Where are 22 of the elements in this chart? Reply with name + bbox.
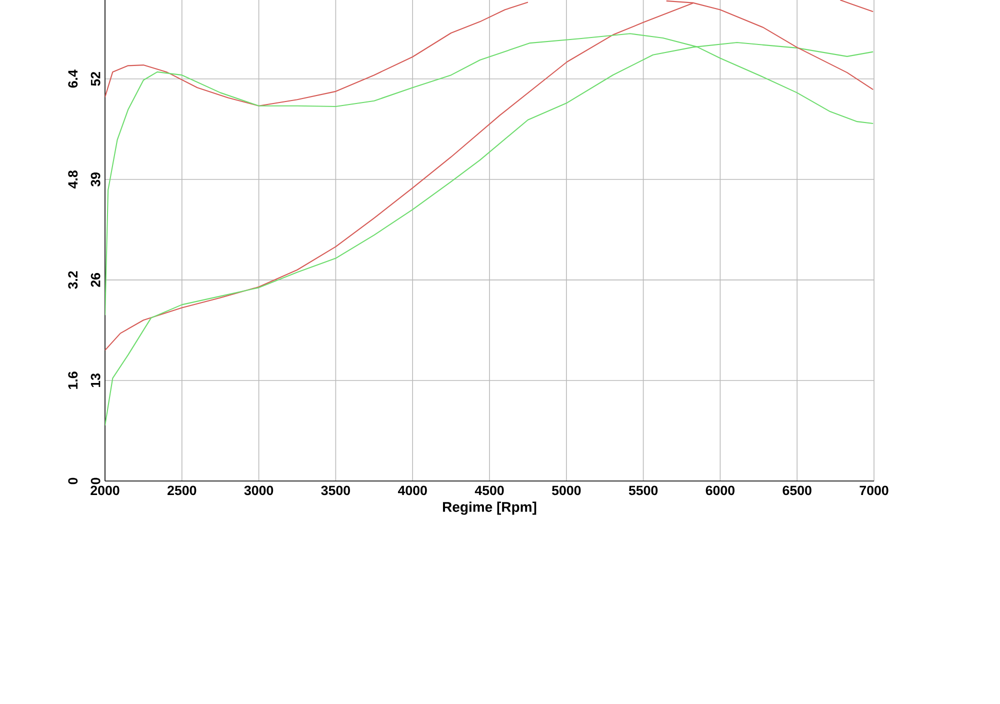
y2-tick-label: 6.4 [68, 70, 78, 88]
y-tick-label: 39 [90, 172, 100, 187]
y-tick-label: 52 [90, 72, 100, 86]
x-tick-label: 3000 [244, 486, 274, 496]
y2-tick-label: 3.2 [68, 271, 78, 289]
x-tick-label: 5500 [628, 486, 658, 496]
x-tick-label: 5000 [552, 486, 581, 496]
x-tick-label: 6000 [706, 486, 734, 496]
x-tick-label: 4000 [398, 486, 427, 496]
x-tick-label: 2500 [168, 486, 196, 496]
y-tick-label: 13 [90, 374, 100, 388]
x-tick-label: 4500 [474, 486, 504, 496]
x-tick-label: 2000 [90, 486, 120, 496]
y-tick-label: 0 [90, 478, 100, 484]
x-tick-label: 3500 [321, 486, 350, 496]
x-tick-label: 6500 [782, 486, 812, 496]
y2-tick-label: 1.6 [68, 372, 78, 389]
x-tick-label: 7000 [860, 486, 888, 496]
y2-tick-label: 4.8 [68, 170, 78, 188]
y2-tick-label: 0 [68, 478, 78, 484]
x-axis-title: Regime [Rpm] [442, 502, 536, 515]
y-tick-label: 26 [90, 272, 100, 287]
